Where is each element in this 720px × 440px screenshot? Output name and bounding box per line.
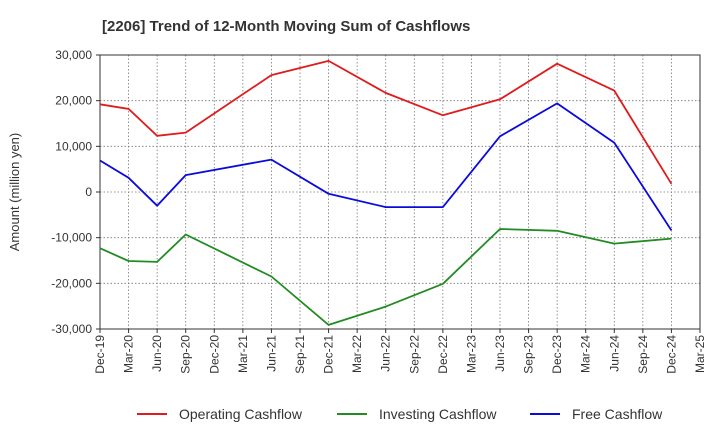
series	[99, 60, 673, 326]
x-tick-label: Dec-19	[93, 335, 107, 374]
x-tick-label: Mar-21	[236, 335, 250, 373]
x-tick-label: Sep-24	[636, 335, 650, 374]
plot-area	[100, 55, 700, 329]
legend: Operating Cashflow Investing Cashflow Free…	[137, 406, 663, 422]
series-line	[99, 228, 672, 326]
y-tick-label: 30,000	[55, 48, 92, 62]
x-tick-label: Mar-25	[693, 335, 707, 373]
x-tick-label: Mar-22	[350, 335, 364, 373]
x-tick-label: Dec-23	[550, 335, 564, 374]
x-tick-label: Sep-20	[179, 335, 193, 374]
x-tick-label: Jun-22	[379, 335, 393, 372]
grid	[100, 55, 700, 329]
x-tick-label: Mar-23	[464, 335, 478, 373]
y-tick-label: 0	[85, 185, 92, 199]
series-line	[99, 102, 673, 231]
x-tick-label: Jun-20	[150, 335, 164, 372]
x-tick-label: Sep-22	[407, 335, 421, 374]
series-line	[99, 60, 673, 185]
y-axis: 30,000 20,000 10,000 0 -10,000 -20,000 -30,000	[51, 48, 100, 336]
legend-label: Operating Cashflow	[179, 406, 303, 422]
x-tick-label: Dec-20	[207, 335, 221, 374]
x-tick-label: Dec-22	[436, 335, 450, 374]
x-tick-label: Jun-21	[264, 335, 278, 372]
legend-label: Investing Cashflow	[379, 406, 497, 422]
x-tick-label: Jun-24	[607, 335, 621, 372]
legend-label: Free Cashflow	[572, 406, 663, 422]
x-tick-label: Mar-20	[122, 335, 136, 373]
x-tick-label: Sep-21	[293, 335, 307, 374]
y-tick-label: -20,000	[51, 276, 92, 290]
x-tick-label: Jun-23	[493, 335, 507, 372]
y-axis-label: Amount (million yen)	[7, 133, 22, 252]
y-tick-label: 10,000	[55, 139, 92, 153]
y-tick-label: -30,000	[51, 322, 92, 336]
x-tick-label: Dec-21	[322, 335, 336, 374]
chart-title: [2206] Trend of 12-Month Moving Sum of C…	[102, 18, 470, 35]
y-tick-label: -10,000	[51, 231, 92, 245]
x-axis: Dec-19 Mar-20 Jun-20 Sep-20 Dec-20 Mar-21 Jun-…	[93, 329, 707, 374]
x-tick-label: Sep-23	[522, 335, 536, 374]
y-tick-label: 20,000	[55, 94, 92, 108]
x-tick-label: Dec-24	[664, 335, 678, 374]
x-tick-label: Mar-24	[579, 335, 593, 373]
